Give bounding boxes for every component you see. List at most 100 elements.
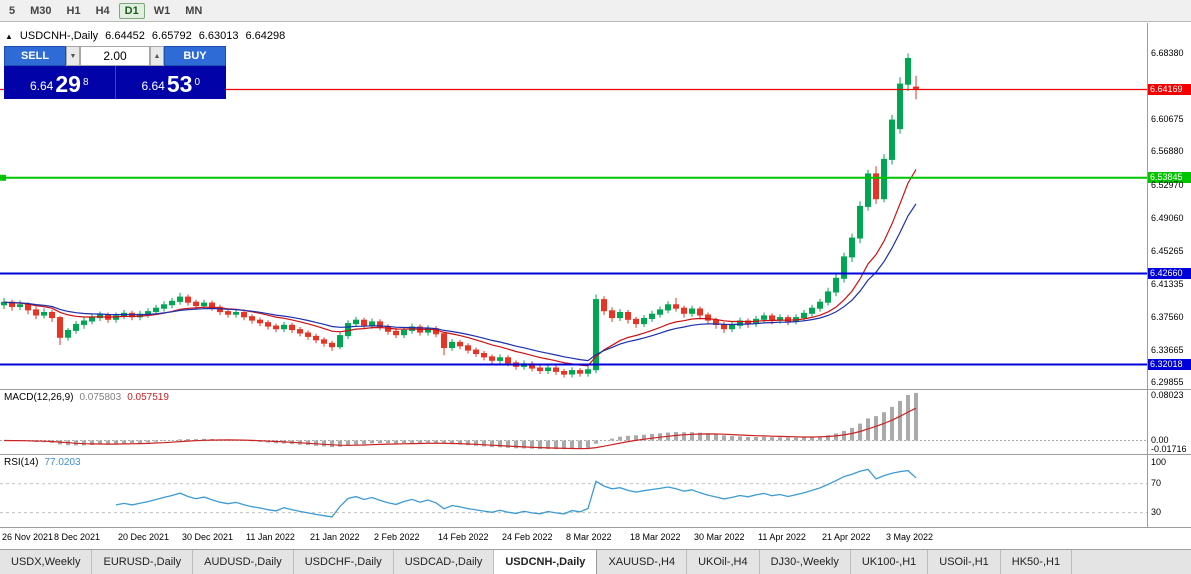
rsi-line <box>115 468 917 518</box>
price-axis-label: 6.52970 <box>1151 180 1184 190</box>
price-axis-label: 6.49060 <box>1151 213 1184 223</box>
rsi-indicator-panel[interactable]: RSI(14) 77.0203 <box>0 455 1147 527</box>
panel-separator <box>0 527 1191 528</box>
rsi-axis-label: 30 <box>1151 507 1162 517</box>
macd-indicator-panel[interactable]: MACD(12,26,9) 0.075803 0.057519 <box>0 390 1147 454</box>
green-line-left-marker[interactable] <box>0 174 6 181</box>
ohlc-open: 6.64452 <box>105 30 145 42</box>
ohlc-low: 6.63013 <box>198 30 239 42</box>
date-label: 18 Mar 2022 <box>630 532 681 542</box>
buy-price-display[interactable]: 6.64 53 0 <box>114 66 226 99</box>
date-label: 11 Jan 2022 <box>246 532 295 542</box>
chart-tab-ukoil-h4[interactable]: UKOil-,H4 <box>687 550 760 574</box>
buy-button[interactable]: BUY <box>164 46 226 66</box>
macd-canvas <box>0 392 1147 450</box>
macd-value-main: 0.075803 <box>79 392 122 403</box>
chart-tab-bar: USDX,Weekly EURUSD-,Daily AUDUSD-,Daily USD… <box>0 549 1191 574</box>
date-label: 14 Feb 2022 <box>438 532 489 542</box>
date-label: 21 Jan 2022 <box>310 532 360 542</box>
chart-tab-audusd-daily[interactable]: AUDUSD-,Daily <box>193 550 294 574</box>
sell-price-sup: 8 <box>82 77 89 88</box>
chart-tab-hk50-h1[interactable]: HK50-,H1 <box>1000 550 1073 574</box>
rsi-value: 77.0203 <box>44 457 81 468</box>
rsi-axis[interactable]: 100 70 30 <box>1148 455 1191 527</box>
candles-layer <box>1 53 919 378</box>
macd-name: MACD(12,26,9) <box>4 392 74 403</box>
rsi-name: RSI(14) <box>4 457 39 468</box>
timeframe-button-mn[interactable]: MN <box>185 4 203 17</box>
price-axis-label: 6.56880 <box>1151 146 1184 156</box>
macd-axis-label: -0.01716 <box>1151 444 1187 454</box>
volume-input[interactable]: 2.00 <box>80 46 150 66</box>
horizontal-lines-layer[interactable] <box>0 88 1147 366</box>
volume-step-up-icon[interactable]: ▲ <box>150 46 164 66</box>
sell-button[interactable]: SELL <box>4 46 66 66</box>
price-chart-panel[interactable]: ▲ USDCNH-,Daily 6.64452 6.65792 6.63013 … <box>0 23 1147 389</box>
price-axis-label: 6.41335 <box>1151 279 1184 289</box>
price-axis-label: 6.29855 <box>1151 377 1184 387</box>
date-label: 2 Feb 2022 <box>374 532 420 542</box>
one-click-toggle-icon[interactable]: ▲ <box>5 31 13 41</box>
rsi-axis-label: 100 <box>1151 457 1167 467</box>
price-line-badge-green: 6.53845 <box>1148 172 1191 183</box>
chart-symbol-label: USDCNH-,Daily <box>19 30 99 42</box>
price-line-badge-blue: 6.42660 <box>1148 268 1191 279</box>
chart-tab-usdchf-daily[interactable]: USDCHF-,Daily <box>293 550 394 574</box>
sell-price-pips: 29 <box>55 71 81 98</box>
macd-label: MACD(12,26,9) 0.075803 0.057519 <box>4 392 169 403</box>
timeframe-button-h1[interactable]: H1 <box>66 4 81 17</box>
price-axis-label: 6.45265 <box>1151 246 1184 256</box>
timeframe-button-h4[interactable]: H4 <box>95 4 110 17</box>
panel-separator[interactable] <box>0 454 1191 455</box>
macd-axis-label: 0.00 <box>1151 435 1169 445</box>
timeframe-button-m30[interactable]: M30 <box>30 4 52 17</box>
macd-axis-label: 0.08023 <box>1151 390 1184 400</box>
buy-price-sup: 0 <box>194 77 200 88</box>
chart-tab-usoil-h1[interactable]: USOil-,H1 <box>928 550 1001 574</box>
date-label: 8 Dec 2021 <box>54 532 101 542</box>
price-axis-label: 6.37560 <box>1151 312 1184 322</box>
chart-tab-usdx-weekly[interactable]: USDX,Weekly <box>0 550 93 574</box>
chart-header: ▲ USDCNH-,Daily 6.64452 6.65792 6.63013 … <box>5 30 285 42</box>
date-label: 30 Dec 2021 <box>182 532 234 542</box>
date-label: 8 Mar 2022 <box>566 532 612 542</box>
time-axis[interactable]: 26 Nov 2021 8 Dec 2021 20 Dec 2021 30 Dec 2… <box>0 528 1147 549</box>
timeframe-toolbar: 5 M30 H1 H4 D1 W1 MN <box>0 0 1191 22</box>
price-axis-label: 6.60675 <box>1151 114 1184 124</box>
panel-separator[interactable] <box>0 389 1191 390</box>
macd-value-signal: 0.057519 <box>127 392 169 403</box>
sell-price-display[interactable]: 6.64 29 8 <box>4 66 115 99</box>
chart-tab-uk100-h1[interactable]: UK100-,H1 <box>850 550 929 574</box>
ohlc-high: 6.65792 <box>151 30 192 42</box>
sell-price-main: 6.64 <box>29 79 54 94</box>
rsi-label: RSI(14) 77.0203 <box>4 457 81 468</box>
date-label: 30 Mar 2022 <box>694 532 745 542</box>
timeframe-button-5[interactable]: 5 <box>9 4 16 17</box>
date-label: 26 Nov 2021 <box>2 532 54 542</box>
chart-tab-usdcad-daily[interactable]: USDCAD-,Daily <box>393 550 495 574</box>
price-line-badge-blue: 6.32018 <box>1148 359 1191 370</box>
moving-averages-layer <box>3 169 917 367</box>
chart-tab-xauusd-h4[interactable]: XAUUSD-,H4 <box>597 550 688 574</box>
rsi-canvas <box>0 468 1147 518</box>
timeframe-button-w1[interactable]: W1 <box>153 4 171 17</box>
macd-axis[interactable]: 0.08023 0.00 -0.01716 <box>1148 390 1191 454</box>
price-axis-label: 6.68380 <box>1151 48 1184 58</box>
volume-step-down-icon[interactable]: ▼ <box>66 46 80 66</box>
buy-price-main: 6.64 <box>141 79 165 94</box>
chart-tab-usdcnh-daily[interactable]: USDCNH-,Daily <box>494 550 598 574</box>
chart-tab-eurusd-daily[interactable]: EURUSD-,Daily <box>92 550 194 574</box>
date-label: 24 Feb 2022 <box>502 532 553 542</box>
ohlc-close: 6.64298 <box>245 30 286 42</box>
price-axis[interactable]: 6.68380 6.64169 6.60675 6.56880 6.53845 6.529… <box>1148 23 1191 389</box>
chart-tab-dj30-weekly[interactable]: DJ30-,Weekly <box>759 550 851 574</box>
date-label: 3 May 2022 <box>886 532 934 542</box>
timeframe-button-d1[interactable]: D1 <box>118 2 145 19</box>
date-label: 11 Apr 2022 <box>758 532 806 542</box>
axis-separator <box>1147 23 1148 527</box>
date-label: 20 Dec 2021 <box>118 532 170 542</box>
price-chart-canvas[interactable] <box>0 23 1147 389</box>
price-axis-label: 6.33665 <box>1151 345 1184 355</box>
date-label: 21 Apr 2022 <box>822 532 871 542</box>
